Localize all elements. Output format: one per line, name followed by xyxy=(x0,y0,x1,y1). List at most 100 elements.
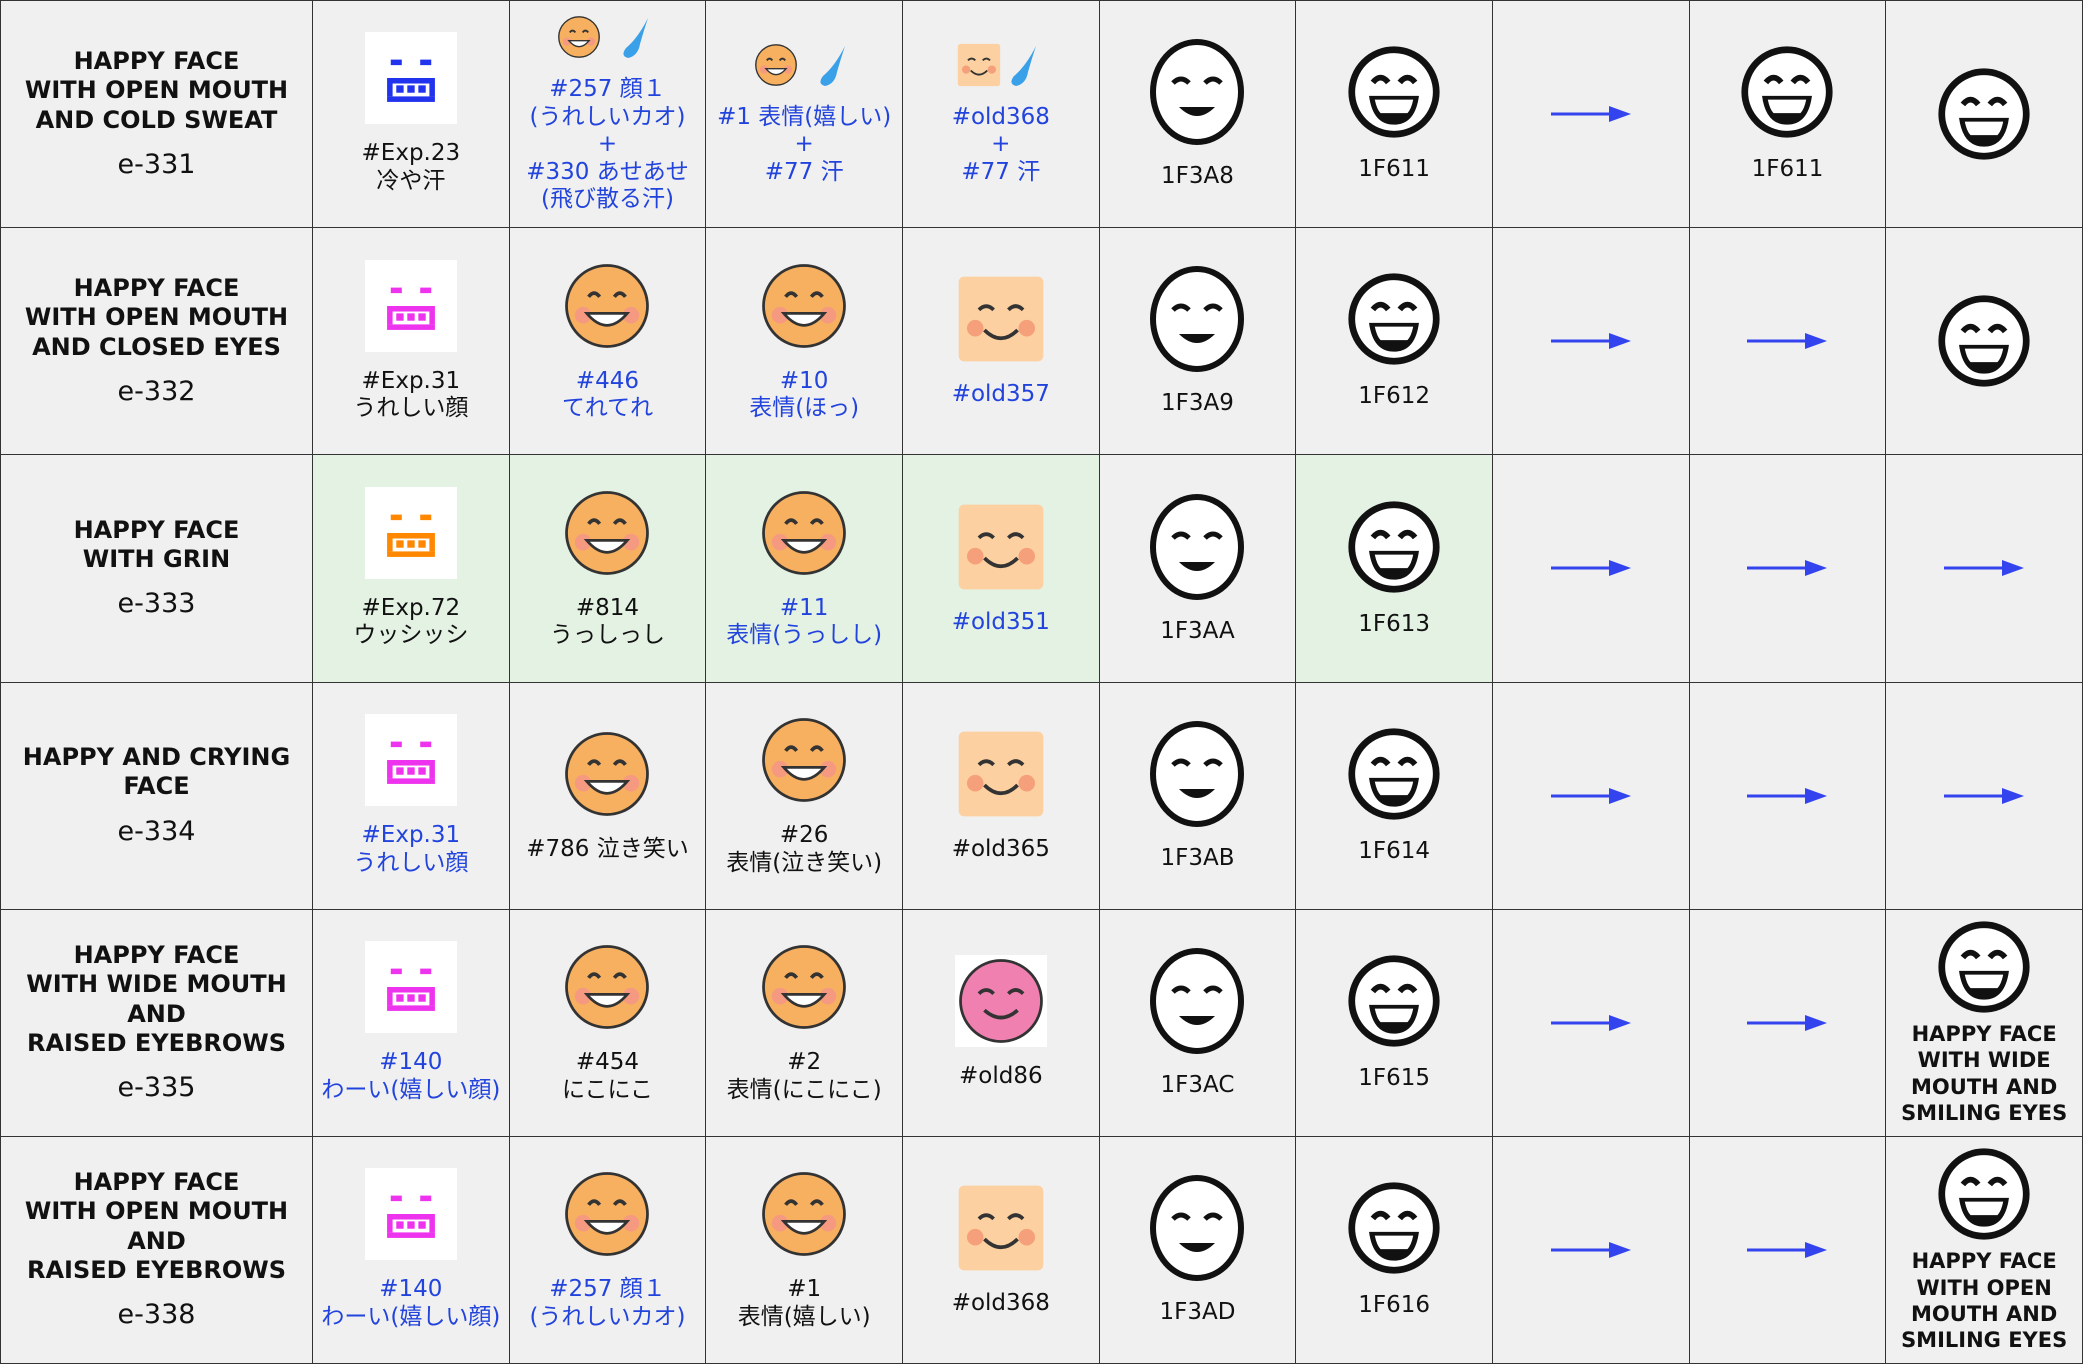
text-line: #446 xyxy=(575,367,640,394)
cell-text: 1F616 xyxy=(1358,1292,1430,1320)
emoji-icon xyxy=(758,1168,850,1260)
name-cell: HAPPY FACE WITH WIDE MOUTH AND RAISED EYEBR… xyxy=(1,909,313,1137)
text-line: 1F615 xyxy=(1358,1064,1431,1091)
cell: HAPPY FACE WITH OPEN MOUTH AND SMILING EYES xyxy=(1886,1136,2083,1364)
cell-text: #786 泣き笑い xyxy=(526,836,688,864)
cell xyxy=(1493,1,1690,229)
text-line: てれてれ xyxy=(561,395,654,422)
cell: #old368 xyxy=(903,1136,1100,1364)
emoji-icon xyxy=(1147,492,1247,602)
cell-text: 1F611 xyxy=(1358,156,1430,184)
name-cell: HAPPY FACE WITH OPEN MOUTH AND CLOSED EYES… xyxy=(1,228,313,456)
emoji-icon xyxy=(758,941,850,1033)
name-line: HAPPY FACE xyxy=(73,941,240,970)
text-line: (うれしいカオ) xyxy=(529,1303,686,1330)
emoji-icon xyxy=(1346,271,1442,367)
cell: #1 表情(嬉しい) + #77 汗 xyxy=(706,1,903,229)
text-line: #330 あせあせ xyxy=(526,158,689,185)
name-line: WITH OPEN MOUTH xyxy=(24,76,289,105)
emoji-name: HAPPY FACE WITH OPEN MOUTH AND RAISED EYEBR… xyxy=(25,1168,288,1285)
emoji-icon xyxy=(1346,726,1442,822)
emoji-code: e-331 xyxy=(117,148,196,180)
text-line: #786 泣き笑い xyxy=(526,835,689,862)
cell: 1F613 xyxy=(1296,455,1493,683)
caption-line: HAPPY FACE xyxy=(1911,1249,2057,1274)
cell: #old351 xyxy=(903,455,1100,683)
caption-line: MOUTH AND xyxy=(1911,1074,2058,1099)
emoji-icon xyxy=(561,728,653,820)
cell xyxy=(1689,909,1887,1137)
cell xyxy=(1886,1,2083,229)
caption: HAPPY FACE WITH WIDE MOUTH AND SMILING EYES xyxy=(1901,1021,2067,1126)
caption: HAPPY FACE WITH OPEN MOUTH AND SMILING EYES xyxy=(1901,1248,2067,1353)
cell xyxy=(1886,455,2083,683)
cell-text: #old368 + #77 汗 xyxy=(952,104,1050,187)
name-line: WITH OPEN MOUTH xyxy=(24,303,289,332)
emoji-icon xyxy=(1346,953,1442,1049)
cell-text: #257 顔１ (うれしいカオ) + #330 あせあせ (飛び散る汗) xyxy=(526,76,688,214)
emoji-icon xyxy=(758,487,850,579)
text-line: #old351 xyxy=(951,608,1050,635)
text-line: 1F614 xyxy=(1358,837,1431,864)
text-line: 1F3AA xyxy=(1160,617,1235,644)
emoji-name: HAPPY FACE WITH GRIN xyxy=(74,516,240,575)
emoji-icon xyxy=(1147,264,1247,374)
cell: #257 顔１ (うれしいカオ) xyxy=(509,1136,707,1364)
emoji-icon xyxy=(955,728,1047,820)
text-line: 表情(にこにこ) xyxy=(726,1076,882,1103)
emoji-icon xyxy=(753,42,855,88)
arrow-icon xyxy=(1747,786,1828,806)
text-line: わーい(嬉しい顔) xyxy=(321,1076,501,1103)
text-line: #1 表情(嬉しい) xyxy=(717,103,892,130)
name-line: WITH OPEN MOUTH xyxy=(24,1197,289,1226)
text-line: 1F611 xyxy=(1358,156,1431,183)
cell-text: 1F3AD xyxy=(1160,1299,1236,1327)
text-line: #257 顔１ xyxy=(549,76,666,103)
text-line: うれしい顔 xyxy=(353,395,469,422)
emoji-name: HAPPY FACE WITH OPEN MOUTH AND CLOSED EYES xyxy=(25,274,288,362)
emoji-icon xyxy=(1936,1146,2032,1242)
emoji-icon xyxy=(1147,1173,1247,1283)
cell-text: #Exp.31 うれしい顔 xyxy=(353,822,468,877)
text-line: #10 xyxy=(779,367,829,394)
cell: #old86 xyxy=(903,909,1100,1137)
text-line: (飛び散る汗) xyxy=(541,186,674,213)
emoji-icon xyxy=(561,941,653,1033)
emoji-icon xyxy=(1936,66,2032,162)
emoji-icon xyxy=(1739,44,1835,140)
name-line: HAPPY AND CRYING xyxy=(22,743,291,772)
cell-text: 1F614 xyxy=(1358,838,1430,866)
cell: 1F612 xyxy=(1296,228,1493,456)
cell: #446 てれてれ xyxy=(509,228,707,456)
cell: #140 わーい(嬉しい顔) xyxy=(313,1136,510,1364)
cell xyxy=(1493,1136,1690,1364)
emoji-code: e-334 xyxy=(117,815,196,847)
name-cell: HAPPY AND CRYING FACE e-334 xyxy=(1,682,313,910)
cell-text: #814 うっしっし xyxy=(550,595,665,650)
name-line: RAISED EYEBROWS xyxy=(26,1028,287,1057)
text-line: #old357 xyxy=(951,381,1050,408)
arrow-icon xyxy=(1747,1240,1828,1260)
text-line: 1F3AB xyxy=(1160,844,1235,871)
name-line: FACE xyxy=(123,772,190,801)
name-line: WITH WIDE MOUTH xyxy=(26,970,287,999)
cell-text: #2 表情(にこにこ) xyxy=(727,1049,882,1104)
arrow-icon xyxy=(1944,786,2025,806)
cell-text: #Exp.31 うれしい顔 xyxy=(353,368,468,423)
name-line: HAPPY FACE xyxy=(73,46,240,75)
cell: #2 表情(にこにこ) xyxy=(706,909,903,1137)
emoji-code: e-332 xyxy=(117,375,196,407)
cell: 1F3A9 xyxy=(1099,228,1297,456)
arrow-icon xyxy=(1550,558,1631,578)
name-cell: HAPPY FACE WITH OPEN MOUTH AND COLD SWEAT e… xyxy=(1,1,313,229)
cell: 1F3AD xyxy=(1099,1136,1297,1364)
cell-text: #10 表情(ほっ) xyxy=(749,368,859,423)
cell: 1F3AA xyxy=(1099,455,1297,683)
cell xyxy=(1689,1136,1887,1364)
emoji-icon xyxy=(364,713,457,806)
cell-text: 1F3A8 xyxy=(1161,163,1234,191)
text-line: 1F3A8 xyxy=(1161,163,1234,190)
text-line: 表情(うっしし) xyxy=(726,622,883,649)
cell xyxy=(1493,909,1690,1137)
